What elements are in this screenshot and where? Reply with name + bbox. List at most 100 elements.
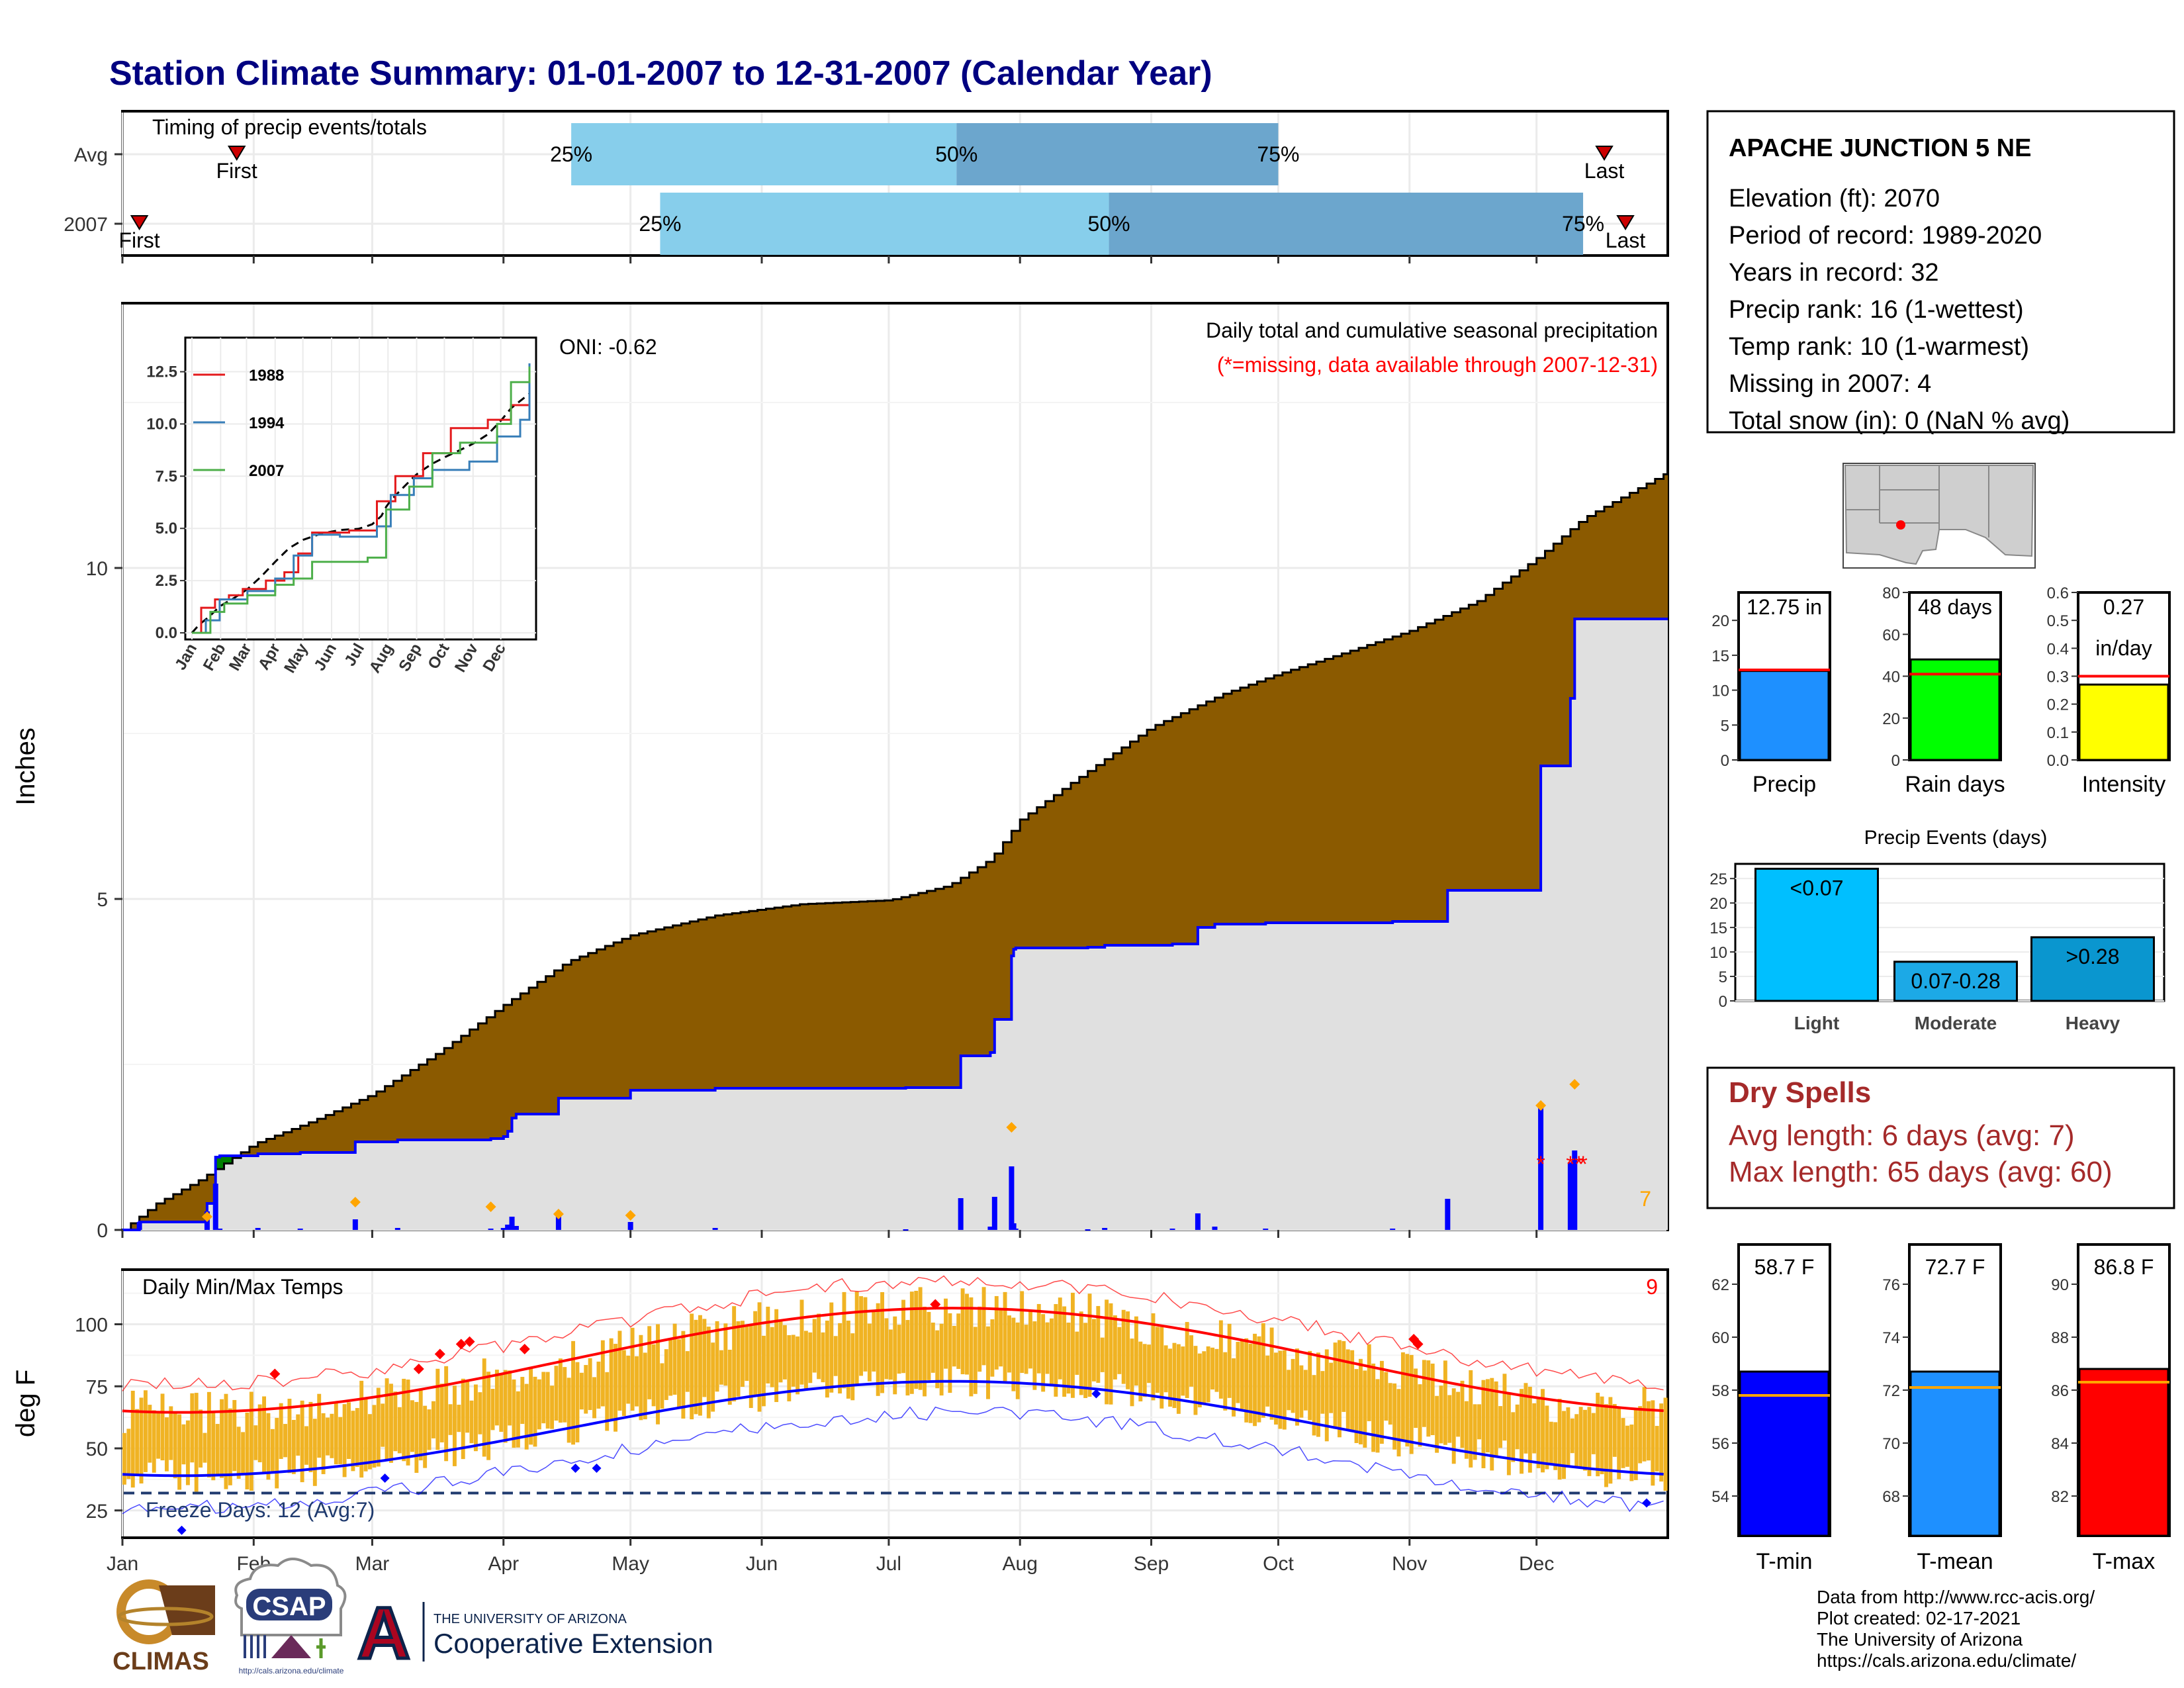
precip-corner-count: 7	[1639, 1187, 1651, 1211]
precip-daily-bar	[136, 1222, 142, 1230]
temp-daily-bar	[803, 1331, 808, 1389]
temp-daily-bar	[617, 1331, 622, 1411]
temp-daily-bar	[558, 1358, 563, 1423]
temp-daily-bar	[160, 1393, 165, 1461]
temp-daily-bar	[1126, 1311, 1130, 1389]
temp-daily-bar	[1117, 1327, 1122, 1374]
temp-daily-bar	[554, 1366, 559, 1421]
temp-daily-bar	[1451, 1388, 1456, 1464]
events-value-label: 0.07-0.28	[1911, 969, 2000, 993]
temp-daily-bar	[571, 1340, 576, 1445]
precip-daily-bar	[1567, 1162, 1573, 1230]
timing-bar-50-75	[1109, 193, 1584, 255]
temp-daily-bar	[1600, 1396, 1604, 1475]
temp-daily-bar	[872, 1310, 876, 1372]
temp-daily-bar	[1435, 1395, 1439, 1453]
temp-daily-bar	[338, 1417, 343, 1464]
temp-daily-bar	[317, 1393, 322, 1458]
temp-daily-bar	[846, 1321, 850, 1399]
temp-daily-bar	[432, 1401, 435, 1438]
temp-daily-bar	[685, 1351, 690, 1392]
summary-ytick-label: 0.0	[2047, 752, 2069, 770]
summary-ytick-label: 15	[1711, 647, 1729, 665]
month-label: Dec	[1519, 1553, 1554, 1575]
temp-daily-bar	[199, 1409, 203, 1468]
inset-ytick-label: 7.5	[156, 467, 177, 485]
temp-daily-bar	[1647, 1401, 1651, 1461]
summary-bar-label: Rain days	[1905, 772, 2005, 797]
temp-daily-bar	[668, 1340, 673, 1396]
temp-bar-ytick-label: 82	[2051, 1488, 2069, 1506]
temp-daily-bar	[1392, 1383, 1397, 1450]
temp-daily-bar	[888, 1329, 893, 1380]
precip-event-marker	[201, 1211, 212, 1222]
precip-avg-line	[122, 473, 1668, 1231]
temp-bar-ytick-label: 68	[1882, 1488, 1900, 1506]
precip-daily-bar	[991, 1197, 997, 1230]
temp-daily-bar	[944, 1298, 948, 1369]
temp-daily-bar	[482, 1358, 486, 1457]
timing-bar-25-50	[571, 123, 957, 185]
temp-daily-bar	[1091, 1319, 1096, 1382]
locator-map	[1843, 463, 2036, 569]
temp-summary-bars: 54 56 58 60 62 58.7 F T-min 68 70 72 74 76 72.7 F T-m…	[1711, 1243, 2171, 1574]
temp-corner-count: 9	[1646, 1275, 1658, 1299]
summary-ytick-label: 20	[1882, 710, 1900, 728]
month-label: Nov	[1392, 1553, 1427, 1575]
temp-bar-ytick-label: 62	[1711, 1276, 1729, 1294]
temp-bar-label: T-min	[1756, 1549, 1813, 1574]
temp-daily-bar	[1320, 1371, 1325, 1414]
temp-daily-bar	[711, 1342, 715, 1412]
temp-daily-bar	[626, 1355, 631, 1404]
temp-daily-bar	[1490, 1378, 1494, 1471]
temp-daily-bar	[1227, 1323, 1232, 1398]
temp-daily-bar	[1409, 1354, 1414, 1454]
timing-last-label: Last	[1584, 159, 1625, 183]
temp-daily-bar	[381, 1403, 385, 1447]
temp-daily-bar	[812, 1319, 817, 1373]
events-bar-light	[1754, 867, 1879, 1002]
precip-daily-bar	[212, 1184, 218, 1230]
temp-daily-bar	[1469, 1370, 1473, 1468]
temp-daily-bar	[1105, 1299, 1109, 1405]
inset-legend-label: 1994	[249, 414, 285, 432]
temp-daily-bar	[736, 1321, 741, 1397]
precip-subtitle: (*=missing, data available through 2007-…	[1217, 353, 1658, 377]
dry-spells-box: Dry Spells Avg length: 6 days (avg: 7) M…	[1706, 1066, 2175, 1209]
temp-daily-bar	[490, 1389, 495, 1430]
temp-daily-bar	[1142, 1344, 1147, 1397]
events-ytick-label: 10	[1709, 944, 1727, 962]
temp-daily-bar	[206, 1391, 211, 1477]
precip-event-marker	[625, 1210, 636, 1221]
temp-daily-bar	[1583, 1409, 1587, 1471]
temp-daily-bar	[1032, 1321, 1037, 1390]
temp-daily-bar	[376, 1387, 381, 1467]
temp-record-high-marker	[434, 1348, 445, 1360]
temp-daily-bar	[1651, 1400, 1655, 1486]
inset-legend-label: 2007	[249, 462, 284, 480]
csap-logo: CSAP http://cals.arizona.edu/climate	[234, 1558, 347, 1675]
station-info-line: Period of record: 1989-2020	[1729, 222, 2042, 250]
temp-daily-bar	[1163, 1345, 1168, 1393]
temp-daily-bar	[1138, 1341, 1143, 1402]
summary-ytick-label: 0.1	[2047, 724, 2069, 742]
ua-logo: A THE UNIVERSITY OF ARIZONA Cooperative …	[356, 1591, 713, 1676]
month-label: Aug	[1003, 1553, 1038, 1575]
temp-daily-bar	[1197, 1353, 1202, 1408]
temp-daily-bar	[796, 1336, 800, 1395]
temp-daily-bar	[287, 1399, 292, 1474]
temp-daily-bar	[372, 1405, 377, 1468]
temp-daily-bar	[1109, 1303, 1113, 1405]
temp-normal-max-line	[122, 1307, 1664, 1414]
temp-daily-bar	[173, 1413, 177, 1479]
temp-daily-bar	[1367, 1344, 1371, 1421]
month-label: Sep	[1134, 1553, 1169, 1575]
temp-bar-ytick-label: 72	[1882, 1382, 1900, 1400]
precip-obs-line	[122, 618, 1668, 1231]
temp-daily-bar	[448, 1404, 453, 1435]
temp-daily-bar	[1261, 1323, 1265, 1418]
summary-value-label: 12.75 in	[1747, 595, 1822, 619]
temp-daily-bar	[694, 1319, 698, 1415]
timing-q75-label: 75%	[1257, 142, 1299, 166]
